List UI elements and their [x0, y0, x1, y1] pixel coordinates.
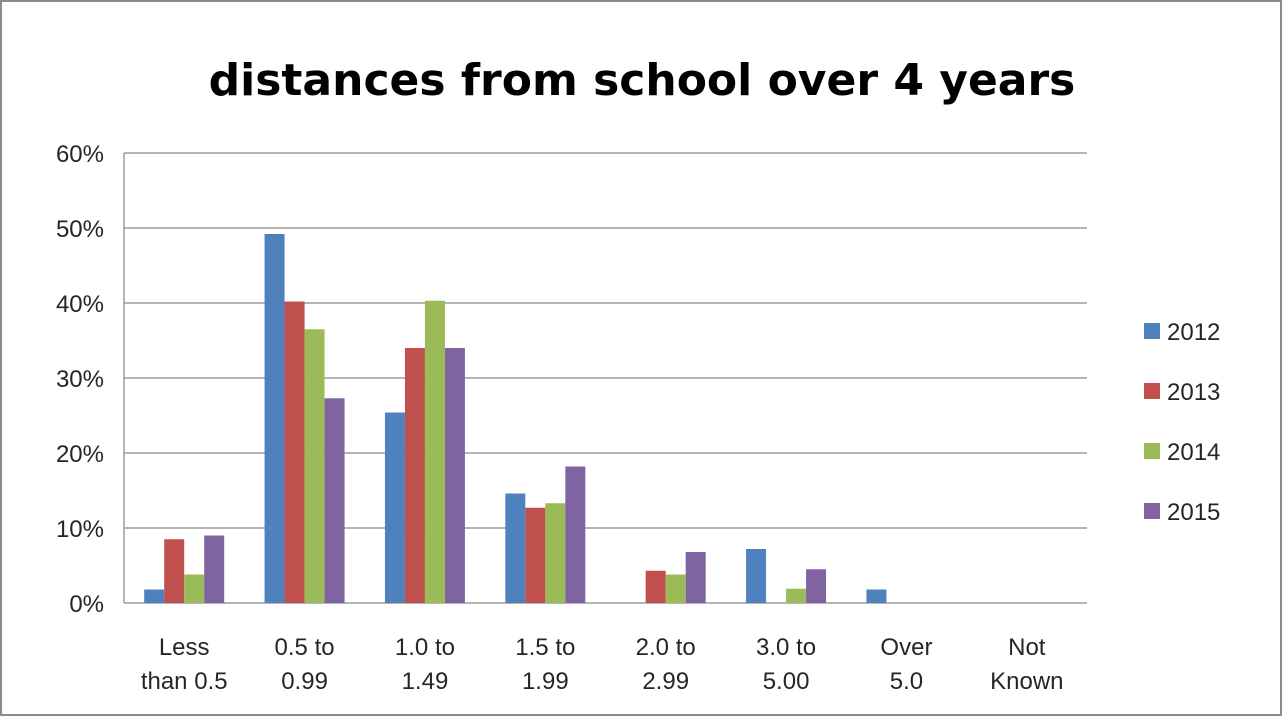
- x-tick-label: 1.99: [522, 668, 569, 695]
- x-tick-label: 0.99: [281, 668, 328, 695]
- x-tick-label: Less: [159, 634, 210, 661]
- y-tick-label: 60%: [56, 141, 104, 168]
- bar-2013-4: [645, 570, 666, 603]
- bar-2014-3: [545, 503, 566, 603]
- x-tick-label: than 0.5: [141, 668, 228, 695]
- x-tick-label: 1.0 to: [395, 634, 455, 661]
- bar-2013-0: [164, 539, 185, 603]
- y-tick-label: 30%: [56, 366, 104, 393]
- bar-2012-0: [144, 589, 165, 603]
- legend-label-2014: 2014: [1167, 439, 1220, 466]
- bar-2012-2: [384, 412, 405, 603]
- x-axis-labels: Less than 0.5 0.5 to 0.99 1.0 to 1.49 1.5 to 1.…: [141, 634, 1064, 695]
- bar-2014-4: [665, 574, 686, 603]
- chart-title: distances from school over 4 years: [209, 55, 1076, 106]
- bar-2015-2: [444, 348, 465, 603]
- legend-label-2015: 2015: [1167, 499, 1220, 526]
- x-tick-label: 3.0 to: [756, 634, 816, 661]
- legend-swatch-2014: [1144, 443, 1160, 459]
- bar-2014-2: [424, 300, 445, 603]
- x-tick-label: 1.5 to: [515, 634, 575, 661]
- y-tick-label: 50%: [56, 216, 104, 243]
- bar-2015-5: [806, 569, 827, 603]
- legend-swatch-2015: [1144, 503, 1160, 519]
- bar-2015-3: [565, 466, 586, 603]
- x-tick-label: Not: [1008, 634, 1046, 661]
- legend: 2012 2013 2014 2015: [1144, 319, 1220, 526]
- bar-2012-1: [264, 234, 285, 603]
- x-tick-label: Over: [880, 634, 932, 661]
- x-tick-label: 2.99: [642, 668, 689, 695]
- y-tick-label: 0%: [69, 591, 104, 618]
- bar-2012-3: [505, 493, 526, 603]
- bar-2015-1: [324, 398, 345, 603]
- legend-label-2012: 2012: [1167, 319, 1220, 346]
- x-tick-label: 2.0 to: [636, 634, 696, 661]
- bar-2012-6: [866, 589, 887, 603]
- x-tick-label: 1.49: [402, 668, 449, 695]
- x-tick-label: 5.00: [763, 668, 810, 695]
- bar-2013-2: [404, 348, 425, 603]
- bar-2012-5: [746, 549, 767, 603]
- y-axis-labels: 0% 10% 20% 30% 40% 50% 60%: [56, 141, 104, 618]
- x-tick-label: 0.5 to: [275, 634, 335, 661]
- bar-2013-1: [284, 301, 305, 603]
- bars: [144, 234, 887, 603]
- legend-swatch-2012: [1144, 323, 1160, 339]
- legend-swatch-2013: [1144, 383, 1160, 399]
- bar-2015-0: [204, 535, 225, 603]
- legend-label-2013: 2013: [1167, 379, 1220, 406]
- y-tick-label: 10%: [56, 516, 104, 543]
- x-tick-label: Known: [990, 668, 1063, 695]
- bar-2013-3: [525, 507, 546, 603]
- bar-2015-4: [685, 552, 706, 603]
- y-tick-label: 20%: [56, 441, 104, 468]
- bar-2014-0: [184, 574, 205, 603]
- bar-2014-1: [304, 329, 325, 603]
- x-tick-label: 5.0: [890, 668, 923, 695]
- bar-2014-5: [786, 588, 807, 603]
- y-tick-label: 40%: [56, 291, 104, 318]
